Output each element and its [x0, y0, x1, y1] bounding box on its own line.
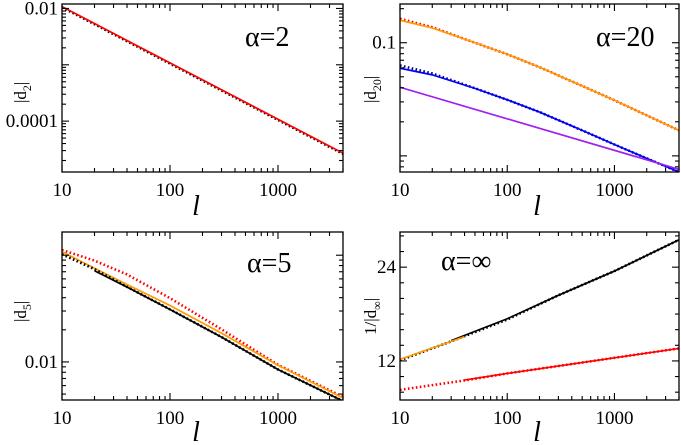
series-upper-fit	[400, 19, 679, 132]
y-label-sub: ∞	[370, 301, 384, 310]
y-label-main: |d	[11, 310, 30, 322]
x-tick-label: 100	[156, 408, 185, 429]
x-axis-label: l	[192, 417, 200, 445]
panel-alpha-5: α=5 |d5| 10 100 1000 0.01 l	[11, 231, 344, 445]
y-label-tail: |	[361, 298, 380, 301]
series-upper-fit	[450, 239, 679, 342]
y-tick-label: 24	[377, 257, 397, 278]
annotation-alpha-2: α=2	[245, 22, 289, 53]
series-fit-b	[94, 270, 343, 400]
annotation-alpha-5: α=5	[247, 248, 291, 279]
x-tick-label: 1000	[595, 180, 633, 201]
x-tick-label: 1000	[259, 408, 297, 429]
series-group	[400, 17, 679, 172]
x-tick-label: 100	[493, 408, 522, 429]
y-label-main: |d	[361, 91, 380, 103]
series-asymptote	[400, 86, 679, 171]
x-axis-label: l	[533, 417, 541, 445]
series-group	[62, 5, 343, 156]
series-fit-a	[62, 250, 343, 399]
series-upper-fit-near	[400, 335, 465, 361]
panel-alpha-infinity: α=∞ 1/|d∞| 10 100 1000 12 24 l	[361, 231, 680, 445]
series-group	[62, 248, 343, 400]
x-tick-label: 100	[156, 180, 185, 201]
series-group	[400, 238, 679, 392]
y-label-tail: |	[361, 76, 380, 79]
y-axis-label-alpha-5: |d5|	[11, 301, 34, 322]
y-tick-label: 12	[377, 351, 396, 372]
y-label-tail: |	[11, 82, 30, 85]
x-tick-label: 10	[391, 180, 410, 201]
y-axis-label-alpha-2: |d2|	[11, 82, 34, 103]
y-axis-label-alpha-20: |d20|	[361, 76, 384, 103]
y-label-sub: 5	[20, 304, 34, 310]
x-tick-label: 10	[391, 408, 410, 429]
y-label-sub: 2	[20, 85, 34, 91]
panel-alpha-2: α=2 |d2| 10 100 1000 0.01 0.0001 l	[6, 0, 344, 222]
x-tick-label: 10	[53, 408, 72, 429]
y-tick-label: 0.1	[372, 33, 396, 54]
y-axis-label-alpha-infinity: 1/|d∞|	[361, 298, 384, 335]
y-label-main: 1/|d	[361, 309, 380, 335]
panel-alpha-20: α=20 |d20| 10 100 1000 0.1 l	[361, 3, 680, 222]
y-tick-label: 0.01	[25, 0, 58, 19]
series-lower-fit	[400, 67, 679, 172]
series-fit	[62, 5, 343, 154]
x-tick-label: 1000	[259, 180, 297, 201]
x-axis-label: l	[192, 191, 200, 222]
y-label-sub: 20	[370, 79, 384, 91]
x-tick-label: 1000	[595, 408, 633, 429]
y-label-tail: |	[11, 301, 30, 304]
x-tick-label: 10	[53, 180, 72, 201]
y-tick-label: 0.0001	[6, 111, 58, 132]
series-lower-fit	[464, 347, 679, 381]
annotation-alpha-infinity: α=∞	[441, 246, 491, 277]
x-axis-label: l	[533, 191, 541, 222]
y-label-main: |d	[11, 91, 30, 103]
y-tick-label: 0.01	[25, 352, 58, 373]
x-tick-label: 100	[493, 180, 522, 201]
annotation-alpha-20: α=20	[596, 22, 654, 53]
plot-frame	[61, 231, 344, 401]
series-lower-data	[400, 64, 679, 172]
